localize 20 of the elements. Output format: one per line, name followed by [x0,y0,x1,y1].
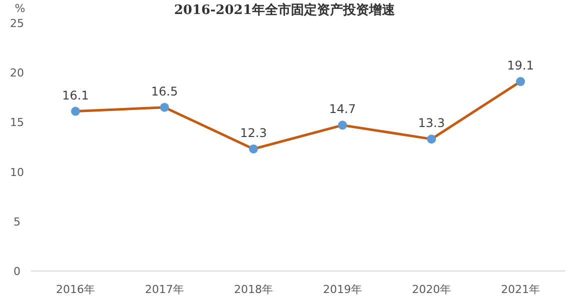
x-tick-label: 2020年 [412,283,451,296]
x-tick-label: 2017年 [145,283,184,296]
x-tick-label: 2016年 [56,283,95,296]
data-label: 14.7 [329,102,356,116]
y-tick-label: 25 [10,17,24,30]
chart-title: 2016-2021年全市固定资产投资增速 [174,2,396,18]
x-tick-label: 2019年 [323,283,362,296]
x-tick-label: 2021年 [501,283,540,296]
y-axis-title: % [14,2,26,15]
data-label: 19.1 [507,58,534,73]
data-label: 16.1 [62,88,89,102]
x-tick-label: 2018年 [234,283,273,296]
y-tick-label: 0 [14,265,20,278]
y-tick-label: 10 [10,166,24,179]
data-label: 12.3 [240,126,267,140]
data-label: 16.5 [151,84,178,98]
y-tick-label: 15 [10,116,24,130]
y-tick-label: 20 [10,66,24,80]
data-label: 13.3 [418,116,445,130]
y-tick-label: 5 [14,215,20,228]
